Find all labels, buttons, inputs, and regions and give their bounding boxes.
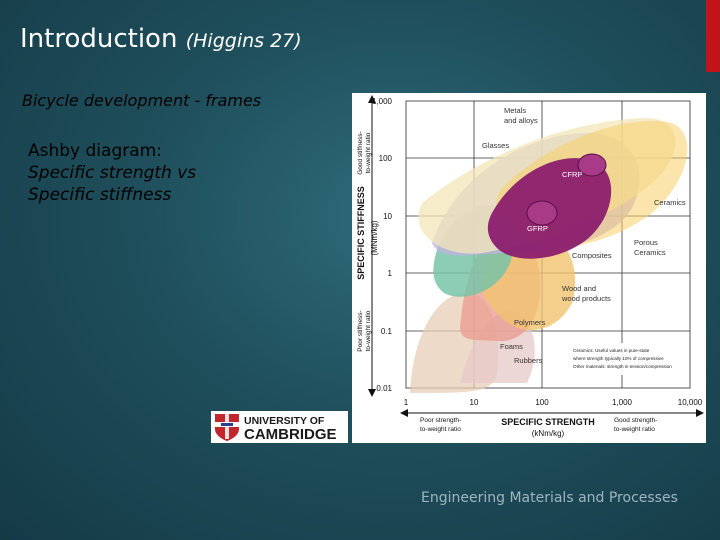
label-porous-2: Ceramics (634, 248, 666, 257)
y-poor-label-2: to-weight ratio (365, 310, 372, 351)
label-metals: Metals (504, 106, 526, 115)
x-tick: 1 (404, 398, 409, 407)
x-poor-label-2: to-weight ratio (420, 426, 461, 433)
x-axis-title: SPECIFIC STRENGTH (501, 417, 595, 427)
title-text: Introduction (20, 24, 178, 54)
y-tick: 10 (383, 212, 392, 221)
ashby-diagram-svg: Metals and alloys Glasses Ceramics CFRP … (356, 95, 704, 438)
label-foams: Foams (500, 342, 523, 351)
x-axis-unit: (kNm/kg) (532, 429, 565, 438)
cambridge-crest-icon (215, 414, 239, 441)
x-axis-arrow (400, 409, 704, 417)
x-good-label-2: to-weight ratio (614, 426, 655, 433)
label-gfrp: GFRP (527, 224, 548, 233)
y-poor-label-1: Poor stiffness- (357, 310, 364, 351)
y-axis-title: SPECIFIC STIFFNESS (356, 186, 366, 280)
label-porous: Porous (634, 238, 658, 247)
x-tick: 10 (470, 398, 479, 407)
x-good-label-1: Good strength- (614, 417, 657, 424)
slide-subtitle: Bicycle development - frames (22, 91, 262, 110)
logo-line-2: CAMBRIDGE (244, 426, 337, 443)
cambridge-logo-svg: UNIVERSITY OF CAMBRIDGE (215, 414, 337, 443)
y-good-label-2: to-weight ratio (365, 132, 372, 173)
cambridge-logo: UNIVERSITY OF CAMBRIDGE (211, 411, 348, 443)
y-tick: 1 (388, 269, 393, 278)
note-line-1: Ceramics: Useful values in pure-state (573, 348, 650, 353)
logo-line-1: UNIVERSITY OF (244, 415, 325, 427)
y-axis-unit: (MNm/kg) (370, 220, 379, 255)
x-tick: 10,000 (678, 398, 703, 407)
y-tick: 0.01 (376, 384, 392, 393)
label-glasses: Glasses (482, 141, 509, 150)
y-axis-arrow (368, 95, 376, 397)
body-line-3: Specific stiffness (28, 185, 172, 205)
region-labels: Metals and alloys Glasses Ceramics CFRP … (482, 106, 686, 365)
material-regions (410, 117, 688, 393)
x-tick: 1,000 (612, 398, 633, 407)
body-line-1: Ashby diagram: (28, 141, 162, 161)
label-composites: Composites (572, 251, 612, 260)
note-line-3: Other materials: strength in tension/com… (573, 364, 672, 369)
gfrp-region (526, 200, 558, 226)
title-citation: (Higgins 27) (185, 30, 302, 52)
y-good-label-1: Good stiffness- (357, 131, 364, 175)
label-metals-2: and alloys (504, 116, 538, 125)
note-line-2: where strength typically 10% of compress… (573, 356, 664, 361)
cfrp-region (577, 153, 607, 177)
body-text: Ashby diagram: Specific strength vs Spec… (28, 140, 196, 206)
accent-bar (706, 0, 720, 72)
y-tick: 1,000 (372, 97, 393, 106)
label-ceramics: Ceramics (654, 198, 686, 207)
label-polymers: Polymers (514, 318, 546, 327)
ashby-diagram: Metals and alloys Glasses Ceramics CFRP … (352, 93, 706, 443)
label-cfrp: CFRP (562, 170, 582, 179)
note-box: Ceramics: Useful values in pure-state wh… (570, 343, 686, 375)
x-tick-labels: 1 10 100 1,000 10,000 (404, 398, 703, 407)
body-line-2: Specific strength vs (28, 163, 197, 183)
x-poor-label-1: Poor strength- (420, 417, 461, 424)
label-wood-2: wood products (561, 294, 611, 303)
label-rubbers: Rubbers (514, 356, 543, 365)
label-wood: Wood and (562, 284, 596, 293)
slide-footer: Engineering Materials and Processes (421, 490, 678, 506)
y-tick-labels: 1,000 100 10 1 0.1 0.01 (372, 97, 393, 393)
y-tick: 0.1 (381, 327, 393, 336)
slide-title: Introduction (Higgins 27) (20, 24, 302, 54)
x-tick: 100 (535, 398, 549, 407)
y-tick: 100 (379, 154, 393, 163)
